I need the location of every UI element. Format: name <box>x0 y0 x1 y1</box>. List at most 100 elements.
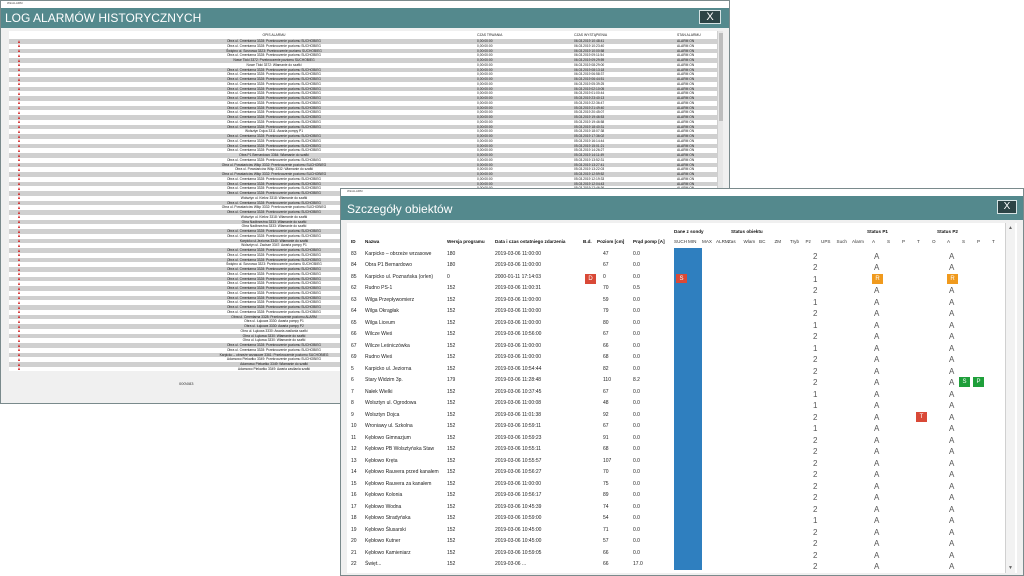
table-row[interactable]: Obra ul. Cmentarna 3328: Przekroczenie p… <box>9 53 717 58</box>
table-row[interactable]: 16 Kębłowo Kolonia 152 2019-03-06 10:56:17 8… <box>347 489 1017 502</box>
column-header-wersja[interactable]: Wersja programu <box>447 239 485 244</box>
table-row[interactable]: Obra ul. Cmentarna 3328: Przekroczenie p… <box>9 138 717 144</box>
table-row[interactable]: Obra ul. Cmentarna 3328: Przekroczenie p… <box>9 91 717 96</box>
table-row[interactable]: Obra ul. Cmentarna 3328: Przekroczenie p… <box>9 143 717 149</box>
table-row[interactable]: Obra ul. Cmentarna 3328: Przekroczenie p… <box>9 119 717 125</box>
scrollbar-thumb[interactable] <box>719 33 723 121</box>
column-header-czas-wystapienia[interactable]: CZAS WYSTĄPIENIA <box>574 33 608 37</box>
table-row[interactable]: Nowe Tłoki 3372: Włamanie do szafki 0,00:… <box>9 62 717 68</box>
table-row[interactable]: 5 Karpicko ul. Jeziorna 152 2019-03-06 10:5… <box>347 363 1017 376</box>
column-header-status[interactable]: Such <box>836 239 847 244</box>
column-header-p1[interactable]: A <box>872 239 876 244</box>
table-row[interactable]: 18 Kębłowo Stradyńska 152 2019-03-06 10:59:… <box>347 512 1017 525</box>
column-header-p2[interactable]: A <box>947 239 951 244</box>
table-row[interactable]: Obra ul. Cmentarna 3328: Przekroczenie p… <box>9 72 717 77</box>
cell-poziom: 67 <box>603 388 609 395</box>
table-row[interactable]: Obra ul. Cmentarna 3328: Przekroczenie p… <box>9 110 717 115</box>
column-header-sonda[interactable]: ALRM <box>716 239 729 244</box>
column-header-p1[interactable]: S <box>887 239 891 244</box>
table-row[interactable]: Obra ul. Cmentarna 3328: Przekroczenie p… <box>9 96 717 101</box>
table-row[interactable]: 13 Kębłowo Kręta 152 2019-03-06 10:55:57 107… <box>347 455 1017 468</box>
table-row[interactable]: 64 Wilga Okrągłak 152 2019-03-06 11:00:00 79… <box>347 305 1017 318</box>
table-row[interactable]: 19 Kębłowo Ślusarski 152 2019-03-06 10:45:0… <box>347 524 1017 537</box>
table-row[interactable]: Obra ul. Cmentarna 3328: Przekroczenie p… <box>9 105 717 111</box>
column-header-sonda[interactable]: MAX <box>702 239 712 244</box>
table-row[interactable]: Obra ul. Cmentarna 3328: Przekroczenie p… <box>9 124 717 130</box>
table-row[interactable]: Wolsztyn Dojca 3311: Awaria pompy P1 0,00… <box>9 129 717 134</box>
table-row[interactable]: 85 Karpicko ul. Poznańska (orlen) 0 2000-01… <box>347 271 1017 284</box>
column-header-status[interactable]: Tryb <box>790 239 800 244</box>
table-row[interactable]: Obra P1 Bernardowo 3364: Włamanie do sza… <box>9 153 717 158</box>
column-header-status[interactable]: Zas <box>728 239 736 244</box>
column-header-p2[interactable]: P <box>977 239 981 244</box>
table-row[interactable]: 15 Kębłowo Rauvera za kanałem 152 2019-03-0… <box>347 478 1017 491</box>
table-row[interactable]: Obra ul. Cmentarna 3328: Przekroczenie p… <box>9 181 717 187</box>
table-row[interactable]: 12 Kębłowo PB Wolsztyńska Staw 152 2019-03-… <box>347 443 1017 456</box>
table-row[interactable]: 7 Nałek Wielki 152 2019-03-06 10:37:45 67 0.0… <box>347 386 1017 399</box>
column-header-opis[interactable]: OPIS ALARMU <box>262 33 286 37</box>
column-header-nazwa[interactable]: Nazwa <box>365 239 380 244</box>
table-row[interactable]: 10 Wroniawy ul. Szkolna 152 2019-03-06 10:5… <box>347 420 1017 433</box>
details-scrollbar[interactable]: ▲ ▼ <box>1005 223 1015 573</box>
table-row[interactable]: 22 Święt... 152 2019-03-06 ... 66 17.0 2 A A <box>347 558 1017 571</box>
table-row[interactable]: 66 Wilcze Wieś 152 2019-03-06 10:56:00 67 0.0… <box>347 328 1017 341</box>
table-row[interactable]: 62 Rudno PS-1 152 2019-03-06 11:00:31 70 0.5 2… <box>347 282 1017 295</box>
column-header-p2[interactable]: S <box>962 239 966 244</box>
table-row[interactable]: 17 Kębłowo Wodna 152 2019-03-06 10:45:39 74 0… <box>347 501 1017 514</box>
table-row[interactable]: 84 Obra P1 Bernardowo 180 2019-03-06 11:00:… <box>347 259 1017 272</box>
column-header-status[interactable]: Alarm <box>852 239 864 244</box>
column-header-status[interactable]: ZM <box>774 239 782 244</box>
table-row[interactable]: Obra ul. Cmentarna 3328: Przekroczenie p… <box>9 157 717 163</box>
table-row[interactable]: 11 Kębłowo Gimnazjum 152 2019-03-06 10:59:2… <box>347 432 1017 445</box>
table-row[interactable]: Obra ul. Cmentarna 3328: Przekroczenie p… <box>9 67 717 73</box>
table-row[interactable]: 9 Wolsztyn Dojca 152 2019-03-06 11:01:38 92 0… <box>347 409 1017 422</box>
table-row[interactable]: Obra ul. Powstańców Wlkp 3332: Przekrocz… <box>9 162 717 168</box>
table-row[interactable]: Obra ul. Cmentarna 3328: Przekroczenie p… <box>9 115 717 120</box>
probe-level-bar <box>674 317 702 329</box>
close-button[interactable]: X <box>997 200 1017 214</box>
table-row[interactable]: Obra ul. Cmentarna 3328: Przekroczenie p… <box>9 176 717 182</box>
column-header-p2[interactable]: T <box>992 239 995 244</box>
table-row[interactable]: Świętno ul. Sosnowa 3323: Przekroczenie … <box>9 48 717 54</box>
column-header-stan[interactable]: STAN ALARMU <box>677 33 701 37</box>
column-header-p1[interactable]: P <box>902 239 906 244</box>
column-header-p1[interactable]: T <box>917 239 920 244</box>
table-row[interactable]: Obra ul. Powstańców Wlkp 3332: Włamanie … <box>9 167 717 172</box>
table-row[interactable]: Obra ul. Cmentarna 3328: Przekroczenie p… <box>9 86 717 92</box>
table-row[interactable]: Nowe Tłoki 3372: Przekroczenie poziomu S… <box>9 58 717 63</box>
column-header-prad[interactable]: Prąd pomp [A] <box>633 239 665 244</box>
table-row[interactable]: 6 Stary Widzim 3p. 179 2019-03-06 11:28:48 1… <box>347 374 1017 387</box>
scroll-down-icon[interactable]: ▼ <box>1008 565 1013 571</box>
column-header-p1[interactable]: O <box>932 239 936 244</box>
close-button[interactable]: X <box>699 10 721 24</box>
table-row[interactable]: 69 Rudno Wieś 152 2019-03-06 11:00:00 68 0.0 2… <box>347 351 1017 364</box>
scroll-up-icon[interactable]: ▲ <box>1008 225 1013 231</box>
table-row[interactable]: Obra ul. Cmentarna 3328: Przekroczenie p… <box>9 39 717 44</box>
column-header-data[interactable]: Data i czas ostatniego zdarzenia <box>495 239 566 244</box>
column-header-status[interactable]: Wlam <box>743 239 756 244</box>
column-header-czas-trwania[interactable]: CZAS TRWANIA <box>477 33 503 37</box>
column-header-poziom[interactable]: Poziom [cm] <box>597 239 625 244</box>
table-row[interactable]: 21 Kębłowo Kamieniarz 152 2019-03-06 10:59:… <box>347 547 1017 560</box>
table-row[interactable]: Obra ul. Cmentarna 3328: Przekroczenie p… <box>9 148 717 153</box>
column-header-status[interactable]: Pz <box>805 239 811 244</box>
column-header-bd[interactable]: B.d. <box>583 239 592 244</box>
column-header-status[interactable]: BC <box>759 239 766 244</box>
table-row[interactable]: 20 Kębłowo Kutner 152 2019-03-06 10:45:00 57… <box>347 535 1017 548</box>
table-row[interactable]: Obra ul. Cmentarna 3328: Przekroczenie p… <box>9 77 717 82</box>
table-row[interactable]: Obra ul. Cmentarna 3328: Przekroczenie p… <box>9 81 717 87</box>
table-row[interactable]: 83 Karpicko – obrzeże wrzasowe 180 2019-03-… <box>347 248 1017 261</box>
column-header-id[interactable]: ID <box>351 239 356 244</box>
table-row[interactable]: Obra ul. Cmentarna 3328: Przekroczenie p… <box>9 43 717 49</box>
table-row[interactable]: 63 Wilga Przepływomierz 152 2019-03-06 11:0… <box>347 294 1017 307</box>
table-row[interactable]: 67 Wilcze Leśniczówka 152 2019-03-06 11:00:… <box>347 340 1017 353</box>
table-row[interactable]: Obra ul. Cmentarna 3328: Przekroczenie p… <box>9 134 717 139</box>
table-row[interactable]: 65 Wilga Liceum 152 2019-03-06 11:00:00 80 0.… <box>347 317 1017 330</box>
table-row[interactable]: 14 Kębłowo Rauvera przed kanałem 152 2019-0… <box>347 466 1017 479</box>
column-header-sonda[interactable]: SUCH <box>674 239 688 244</box>
column-header-status[interactable]: UPS <box>821 239 831 244</box>
table-row[interactable]: 8 Wolsztyn ul. Ogrodowa 152 2019-03-06 11:0… <box>347 397 1017 410</box>
table-row[interactable]: Obra ul. Powstańców Wlkp 3332: Przekrocz… <box>9 172 717 177</box>
table-row[interactable]: Obra ul. Cmentarna 3328: Przekroczenie p… <box>9 100 717 106</box>
column-header-sonda[interactable]: MIN <box>688 239 697 244</box>
